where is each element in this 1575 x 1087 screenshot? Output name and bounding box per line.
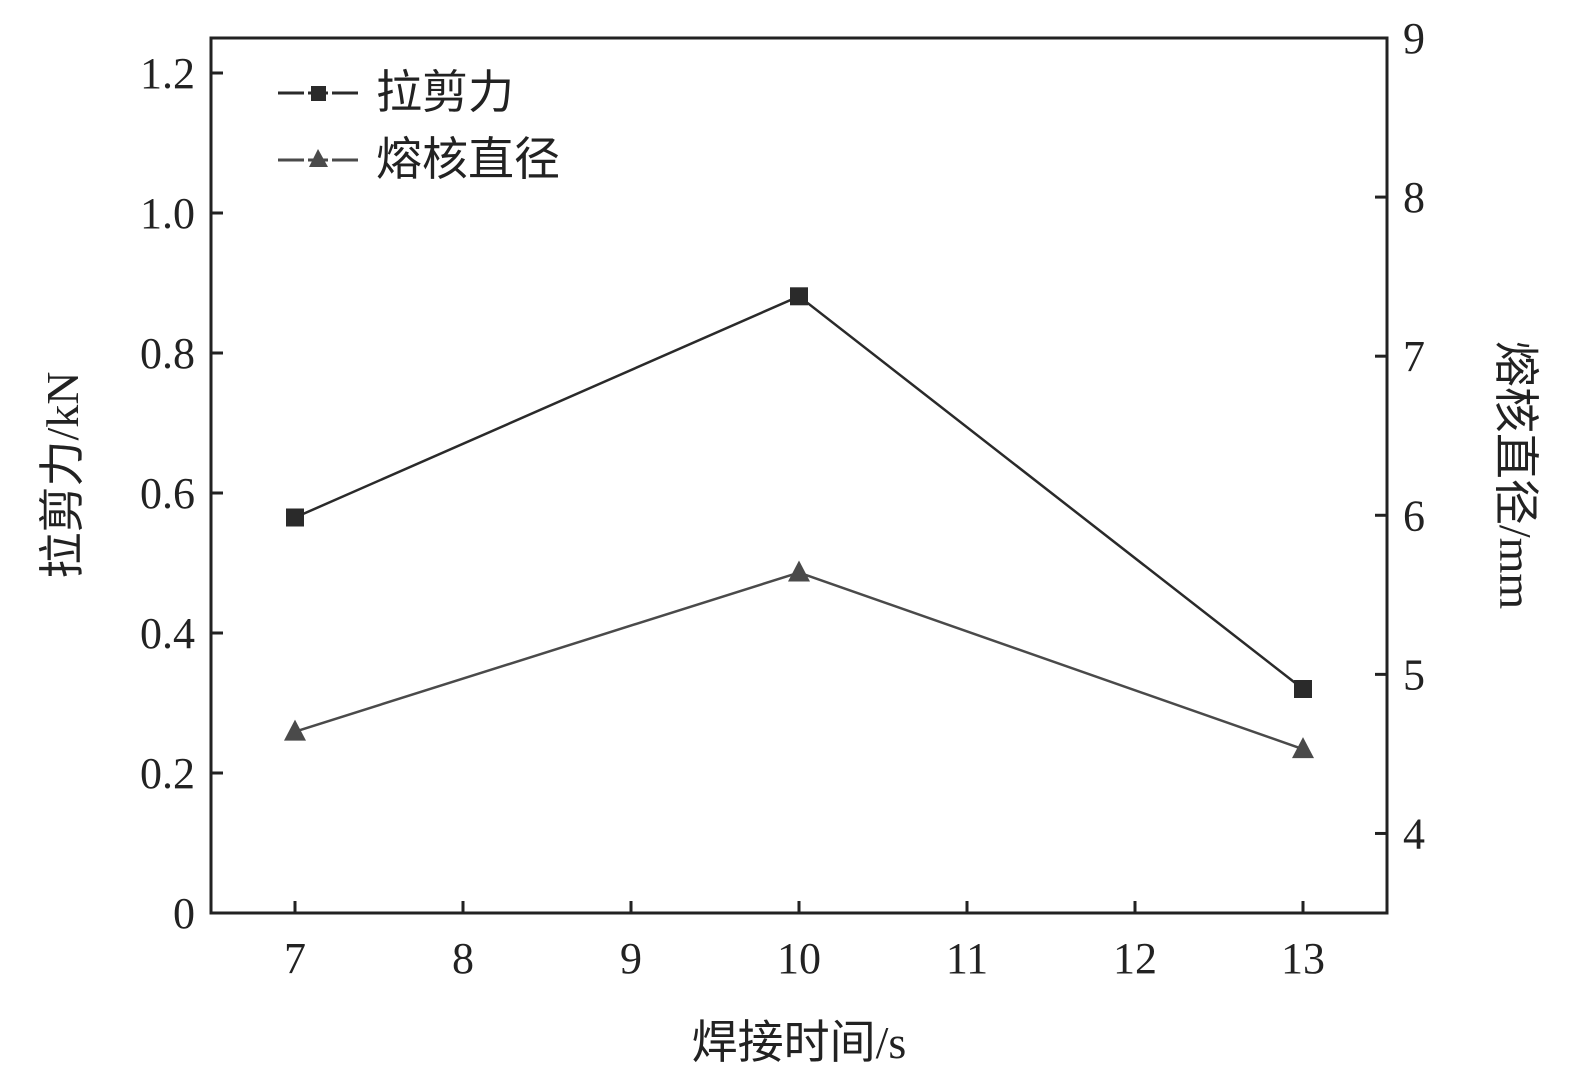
x-tick-label: 9 [620, 934, 642, 983]
y-axis-title: 拉剪力/kN [37, 372, 88, 579]
legend-label: 拉剪力 [376, 67, 514, 118]
x-axis-title: 焊接时间/s [692, 1017, 907, 1068]
data-point-triangle [1292, 737, 1314, 759]
legend-label: 熔核直径 [376, 134, 560, 185]
y-tick-label: 0.2 [140, 749, 195, 798]
legend-item-shear-force: 拉剪力 [278, 67, 514, 118]
x-tick-label: 13 [1281, 934, 1325, 983]
data-point-square [286, 508, 304, 527]
y2-tick-label: 7 [1403, 332, 1425, 381]
y2-axis-title: 熔核直径/mm [1490, 341, 1541, 610]
y2-tick-label: 6 [1403, 491, 1425, 540]
plot-frame [209, 36, 1389, 915]
y2-tick-label: 5 [1403, 650, 1425, 699]
legend-item-nugget-diameter: 熔核直径 [278, 134, 560, 185]
y2-tick-label: 8 [1403, 173, 1425, 222]
y-tick-label: 0.6 [140, 469, 195, 518]
data-point-triangle [284, 719, 306, 741]
x-tick-label: 8 [452, 934, 474, 983]
y2-tick-label: 4 [1403, 809, 1425, 858]
y2-tick-label: 9 [1403, 14, 1425, 63]
legend-square-marker [311, 86, 326, 101]
x-tick-label: 11 [946, 934, 988, 983]
legend-triangle-marker [309, 149, 328, 167]
y-tick-label: 1.2 [140, 49, 195, 98]
x-tick-label: 12 [1113, 934, 1157, 983]
y-tick-label: 0.8 [140, 329, 195, 378]
data-point-square [790, 287, 808, 306]
y-tick-label: 0 [173, 889, 195, 938]
series-line-1 [294, 571, 1304, 751]
y-tick-label: 0.4 [140, 609, 195, 658]
legend: 拉剪力 熔核直径 [278, 67, 560, 185]
x-tick-label: 7 [284, 934, 306, 983]
x-tick-label: 10 [777, 934, 821, 983]
data-point-triangle [788, 560, 810, 582]
series-line-0 [294, 294, 1304, 690]
data-point-square [1294, 680, 1312, 698]
y-tick-label: 1.0 [140, 189, 195, 238]
